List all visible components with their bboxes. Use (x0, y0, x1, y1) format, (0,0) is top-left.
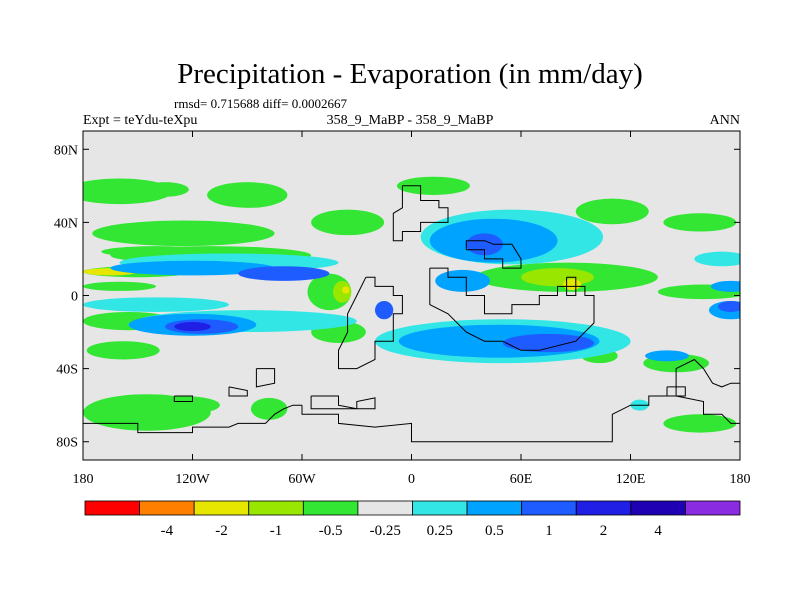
data-region-19 (562, 279, 582, 291)
data-region-1 (141, 182, 189, 197)
x-tick-label: 120W (175, 472, 210, 487)
continent-outline-7 (301, 358, 740, 443)
colorbar-box-6 (412, 500, 468, 516)
data-region-31 (694, 251, 740, 267)
colorbar-label: -0.5 (319, 523, 343, 539)
colorbar-box-4 (302, 500, 359, 516)
data-region-27 (146, 396, 220, 415)
data-region-8 (663, 213, 737, 232)
data-region-48 (718, 300, 740, 312)
colorbar-box-11 (685, 500, 741, 516)
data-region-7 (575, 198, 649, 225)
x-tick-label: 180 (73, 472, 94, 487)
data-region-34 (83, 297, 229, 312)
colorbar-label: -2 (215, 523, 228, 539)
data-region-38 (174, 322, 211, 332)
data-region-16 (342, 286, 350, 294)
data-region-6 (396, 176, 470, 195)
y-tick-label: 80S (56, 436, 78, 451)
colorbar-label: 1 (545, 523, 553, 539)
data-region-13 (83, 281, 156, 291)
colorbar: -4 -2 -1 -0.5 -0.25 0.25 0.5 1 2 4 (84, 500, 741, 539)
continent-outline-1 (338, 276, 403, 370)
x-tick-label: 60E (510, 472, 533, 487)
colorbar-label: 0.5 (485, 523, 504, 539)
x-tick-label: 120E (616, 472, 646, 487)
colorbar-box-0 (84, 500, 140, 516)
colorbar-label: -1 (270, 523, 283, 539)
data-region-4 (92, 220, 275, 247)
continent-outline-2 (429, 267, 595, 351)
continent-outline-11 (173, 395, 193, 402)
colorbar-box-7 (466, 500, 523, 516)
colorbar-box-9 (575, 500, 632, 516)
continent-outlines (83, 185, 740, 443)
colorbar-box-3 (248, 500, 304, 516)
colorbar-label: 2 (600, 523, 608, 539)
data-region-22 (86, 341, 160, 360)
colorbar-box-10 (630, 500, 686, 516)
data-region-18 (521, 268, 594, 287)
data-region-49 (710, 280, 740, 292)
x-tick-label: 60W (288, 472, 316, 487)
data-region-32 (110, 260, 275, 276)
x-tick-label: 180 (730, 472, 751, 487)
data-region-46 (502, 333, 594, 353)
continent-outline-5 (255, 368, 276, 388)
continent-outline-6 (310, 395, 376, 410)
continent-outline-12 (666, 386, 686, 397)
data-region-43 (375, 300, 394, 320)
continent-outline-8 (83, 404, 302, 434)
colorbar-label: 4 (654, 523, 662, 539)
x-tick-label: 0 (408, 472, 415, 487)
data-region-5 (311, 209, 385, 236)
continent-outline-0 (392, 185, 449, 242)
y-tick-label: 0 (71, 290, 78, 305)
y-tick-label: 40S (56, 363, 78, 378)
data-region-42 (435, 269, 490, 292)
y-tick-label: 80N (54, 143, 78, 158)
data-region-33 (238, 266, 330, 281)
chart-left-label: Expt = teYdu-teXpu (83, 113, 197, 128)
chart-title: Precipitation - Evaporation (in mm/day) (177, 58, 643, 90)
colorbar-box-5 (357, 500, 413, 516)
chart-subtitle: rmsd= 0.715688 diff= 0.0002667 (174, 96, 347, 111)
colorbar-box-1 (139, 500, 195, 516)
colorbar-box-2 (193, 500, 250, 516)
y-tick-label: 40N (54, 216, 78, 231)
axes: 180 120W 60W 0 60E 120E 180 80N 40N 0 40S 80S (54, 131, 751, 487)
continent-outline-4 (465, 240, 522, 269)
data-regions (83, 176, 740, 433)
data-region-28 (250, 397, 288, 420)
plot-area (82, 130, 741, 461)
continent-outline-3 (566, 276, 577, 296)
data-region-50 (645, 350, 689, 362)
chart-center-label: 358_9_MaBP - 358_9_MaBP (327, 113, 494, 128)
colorbar-box-8 (521, 500, 577, 516)
continent-outline-10 (228, 386, 248, 397)
data-region-15 (333, 280, 352, 303)
data-region-29 (663, 414, 737, 433)
continent-outline-9 (676, 395, 740, 424)
chart-right-label: ANN (710, 113, 740, 128)
data-region-3 (223, 193, 279, 208)
colorbar-label: -0.25 (370, 523, 401, 539)
colorbar-label: -4 (161, 523, 174, 539)
colorbar-label: 0.25 (427, 523, 453, 539)
